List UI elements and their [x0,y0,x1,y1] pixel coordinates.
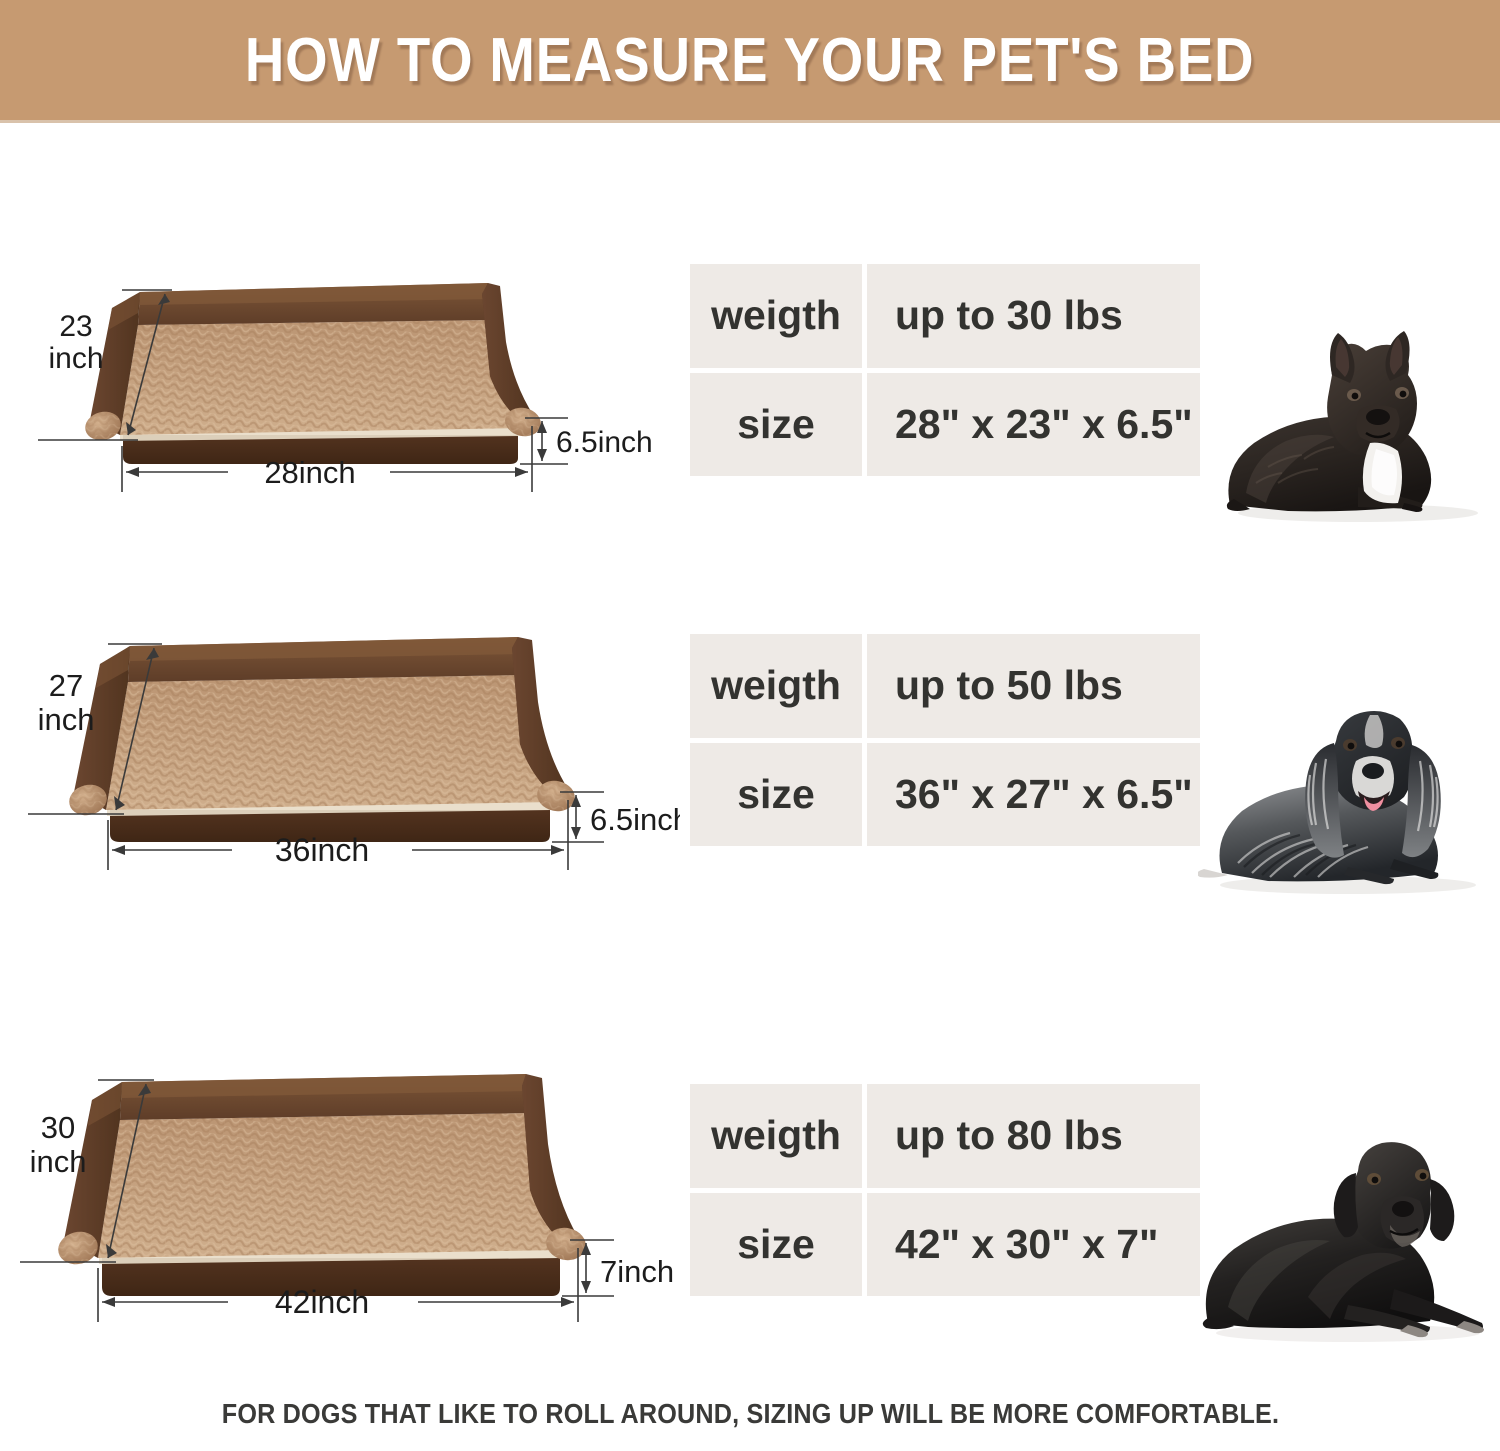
width-dimension-small [121,426,533,492]
height-dimension-value-large: 7inch [600,1254,674,1289]
depth-dimension-unit-small: inch [48,342,103,375]
dog-photo-medium [1198,620,1498,920]
width-dimension-value-large: 42inch [275,1284,369,1320]
bed-diagram-large-svg: 30 inch 42inch 7inch [20,1074,674,1322]
width-dimension-medium [107,800,569,870]
height-dimension-value-medium: 6.5inch [590,802,680,837]
size-label-large: size [690,1192,862,1296]
size-value-large: 42" x 30" x 7" [867,1192,1200,1296]
weight-label-large: weigth [690,1084,862,1188]
height-dimension-value-small: 6.5inch [556,426,653,459]
footer-note: FOR DOGS THAT LIKE TO ROLL AROUND, SIZIN… [221,1398,1279,1429]
french-bulldog-icon [1226,331,1478,522]
page-title: HOW TO MEASURE YOUR PET'S BED [245,25,1255,95]
footer: FOR DOGS THAT LIKE TO ROLL AROUND, SIZIN… [0,1398,1500,1430]
header-divider [0,120,1500,123]
weight-label-medium: weigth [690,634,862,738]
weight-value-large: up to 80 lbs [867,1084,1200,1188]
size-row-large: 30 inch 42inch 7inch weigth [0,1070,1500,1370]
bed-diagram-medium-svg: 27 inch 36inch 6.5inch [28,637,680,870]
width-dimension-value-medium: 36inch [275,832,369,868]
depth-dimension-value-small: 23 [59,310,92,343]
depth-dimension-medium [28,643,162,815]
bed-diagram-small-svg: 23 inch 28inch 6.5inch [38,283,653,492]
height-dimension-large [562,1239,614,1297]
size-row-medium: 27 inch 36inch 6.5inch weigth [0,620,1500,920]
depth-dimension-unit-large: inch [30,1144,87,1179]
width-dimension-value-small: 28inch [264,455,355,490]
spec-table-large: weigth up to 80 lbs size 42" x 30" x 7" [690,1084,1200,1296]
bed-illustration-large: 30 inch 42inch 7inch [20,1070,680,1370]
table-row: size 42" x 30" x 7" [690,1192,1200,1296]
table-row: size 36" x 27" x 6.5" [690,742,1200,846]
header-band: HOW TO MEASURE YOUR PET'S BED [0,0,1500,120]
black-labrador-icon [1202,1142,1484,1342]
bed-illustration-medium: 27 inch 36inch 6.5inch [20,620,680,920]
size-row-small: 23 inch 28inch 6.5inch [0,250,1500,550]
table-row: weigth up to 50 lbs [690,634,1200,738]
dog-photo-large [1198,1070,1498,1370]
weight-value-medium: up to 50 lbs [867,634,1200,738]
size-value-medium: 36" x 27" x 6.5" [867,742,1200,846]
table-row: weigth up to 30 lbs [690,264,1200,368]
height-dimension-small [520,417,568,465]
table-row: size 28" x 23" x 6.5" [690,372,1200,476]
width-dimension-large [97,1248,579,1322]
depth-dimension-small [38,289,172,441]
bed-illustration-small: 23 inch 28inch 6.5inch [20,250,680,550]
height-dimension-medium [552,791,604,843]
size-value-small: 28" x 23" x 6.5" [867,372,1200,476]
table-row: weigth up to 80 lbs [690,1084,1200,1188]
depth-dimension-value-medium: 27 [49,668,83,703]
weight-value-small: up to 30 lbs [867,264,1200,368]
depth-dimension-large [20,1079,154,1263]
depth-dimension-unit-medium: inch [38,702,95,737]
spec-table-medium: weigth up to 50 lbs size 36" x 27" x 6.5… [690,634,1200,846]
dog-photo-small [1198,250,1498,550]
size-label-medium: size [690,742,862,846]
size-label-small: size [690,372,862,476]
spec-table-small: weigth up to 30 lbs size 28" x 23" x 6.5… [690,264,1200,476]
depth-dimension-value-large: 30 [41,1110,75,1145]
cocker-spaniel-icon [1198,711,1476,894]
weight-label-small: weigth [690,264,862,368]
